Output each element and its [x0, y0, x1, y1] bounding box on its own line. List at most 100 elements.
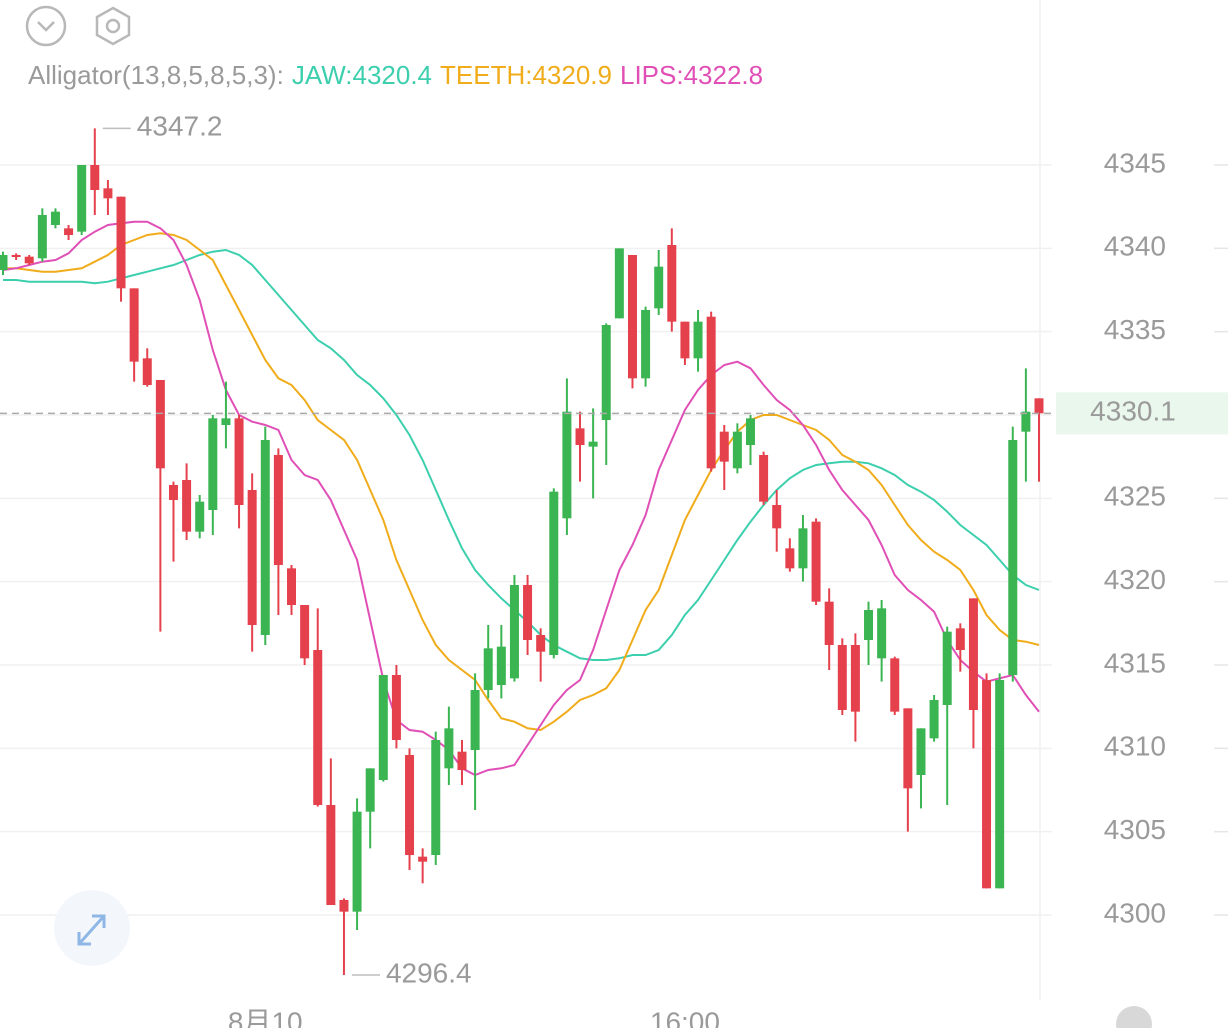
candle-body: [418, 856, 428, 862]
candle-body: [142, 358, 152, 385]
indicator-label: Alligator(13,8,5,8,5,3):: [28, 60, 284, 90]
candle-body: [0, 255, 8, 270]
candle-body: [24, 256, 34, 264]
candle-body: [575, 428, 585, 445]
candle-body: [588, 441, 598, 447]
expand-button[interactable]: [54, 890, 130, 966]
candle-body: [811, 521, 821, 602]
candle-body: [1021, 411, 1031, 432]
candle-body: [798, 528, 808, 569]
candle-body: [116, 196, 126, 289]
candle-body: [706, 316, 716, 469]
legend-entry: TEETH:4320.9: [440, 60, 612, 90]
candle-body: [627, 255, 637, 379]
candle-body: [103, 188, 113, 199]
candle-body: [391, 675, 401, 740]
candle-body: [745, 418, 755, 445]
candle-body: [90, 165, 100, 190]
candle-body: [549, 491, 559, 655]
candle-body: [903, 708, 913, 789]
legend: Alligator(13,8,5,8,5,3): JAW:4320.4 TEETH:…: [28, 60, 763, 90]
candle-body: [864, 610, 874, 640]
indicator-line: [2, 220, 1040, 777]
candle-body: [929, 700, 939, 739]
candle-body: [260, 440, 270, 635]
candle-body: [326, 805, 336, 905]
candle-body: [431, 740, 441, 855]
candle-body: [273, 455, 283, 565]
y-tick-label: 4335: [1104, 314, 1166, 345]
candle-body: [693, 321, 703, 359]
candle-body: [483, 648, 493, 690]
candle-body: [667, 245, 677, 322]
candle-body: [759, 455, 769, 502]
candle-body: [247, 490, 257, 625]
candle-body: [50, 211, 60, 225]
candle-body: [77, 165, 87, 232]
scroll-right-button[interactable]: [1116, 1006, 1152, 1028]
candle-body: [509, 585, 519, 679]
y-tick-label: 4340: [1104, 231, 1166, 262]
legend-entry: JAW:4320.4: [292, 60, 432, 90]
candle-body: [641, 310, 651, 379]
indicator-line: [3, 232, 1040, 732]
collapse-button[interactable]: [25, 5, 67, 47]
candle-body: [995, 680, 1005, 889]
candle-body: [942, 631, 952, 705]
candle-body: [850, 645, 860, 712]
y-tick-label: 4310: [1104, 731, 1166, 762]
x-tick-label: 16:00: [650, 1006, 720, 1028]
y-tick-label: 4345: [1104, 147, 1166, 178]
candle-body: [352, 811, 362, 912]
candle-body: [182, 480, 192, 532]
candle-body: [680, 321, 690, 359]
annotation-label: 4296.4: [386, 957, 472, 988]
y-tick-label: 4320: [1104, 564, 1166, 595]
last-price-badge: [1056, 392, 1228, 435]
y-tick-label: 4300: [1104, 897, 1166, 928]
candle-body: [968, 598, 978, 710]
candle-body: [234, 418, 244, 505]
candle-body: [877, 608, 887, 659]
y-tick-label: 4325: [1104, 481, 1166, 512]
candle-body: [378, 675, 388, 780]
settings-button[interactable]: [95, 6, 131, 46]
candle-body: [916, 728, 926, 775]
legend-entry: LIPS:4322.8: [620, 60, 763, 90]
candle-body: [287, 568, 297, 605]
candle-body: [601, 325, 611, 420]
candle-body: [195, 501, 205, 532]
candle-body: [129, 288, 139, 362]
candle-body: [457, 751, 467, 770]
candle-body: [982, 680, 992, 889]
candle-body: [785, 548, 795, 569]
candle-body: [890, 658, 900, 712]
candle-body: [208, 418, 218, 510]
candle-body: [470, 690, 480, 750]
last-price-label: 4330.1: [1090, 396, 1176, 427]
candle-body: [168, 485, 178, 500]
candle-body: [732, 431, 742, 469]
candle-body: [562, 411, 572, 519]
candle-body: [837, 645, 847, 710]
candle-body: [444, 728, 454, 769]
candle-body: [300, 605, 310, 659]
candle-body: [496, 646, 506, 685]
candle-body: [719, 431, 729, 462]
candle-body: [772, 505, 782, 529]
y-tick-label: 4315: [1104, 647, 1166, 678]
candle-body: [1008, 440, 1018, 675]
candle-body: [405, 755, 415, 855]
indicator-line: [3, 248, 1040, 661]
candle-body: [11, 255, 21, 257]
candle-body: [365, 768, 375, 812]
candle-body: [1034, 398, 1044, 414]
candle-body: [155, 380, 165, 469]
candle-body: [824, 601, 834, 645]
candle-body: [339, 900, 349, 912]
candle-body: [64, 228, 74, 235]
candle-body: [536, 635, 546, 652]
candle-body: [37, 215, 47, 259]
candle-body: [614, 248, 624, 319]
